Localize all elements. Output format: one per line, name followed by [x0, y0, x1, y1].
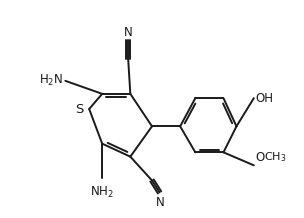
- Text: NH$_2$: NH$_2$: [90, 185, 114, 200]
- Text: H$_2$N: H$_2$N: [39, 73, 63, 88]
- Text: N: N: [156, 196, 165, 209]
- Text: OH: OH: [255, 92, 273, 105]
- Text: S: S: [75, 102, 84, 116]
- Text: O: O: [255, 151, 264, 164]
- Text: CH$_3$: CH$_3$: [264, 150, 286, 164]
- Text: N: N: [124, 26, 133, 39]
